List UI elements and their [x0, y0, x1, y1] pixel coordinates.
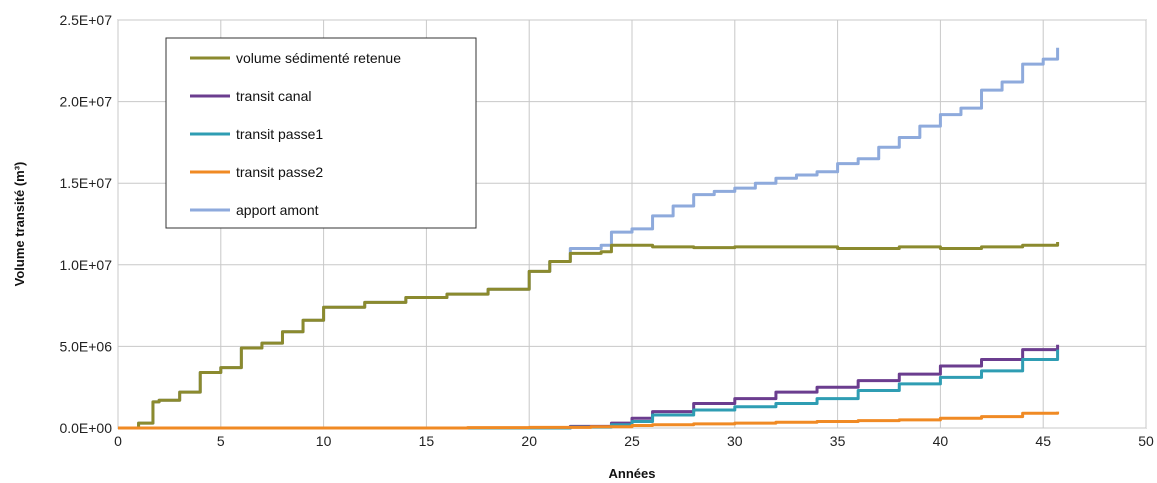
y-tick-label: 0.0E+00 — [59, 420, 112, 436]
y-tick-label: 2.5E+07 — [59, 12, 112, 28]
y-tick-label: 2.0E+07 — [59, 94, 112, 110]
x-tick-label: 0 — [114, 433, 122, 449]
legend-label: transit passe1 — [236, 126, 323, 142]
series-line-2 — [118, 349, 1060, 430]
x-tick-label: 10 — [316, 433, 332, 449]
x-tick-label: 50 — [1138, 433, 1154, 449]
x-tick-label: 35 — [830, 433, 846, 449]
y-tick-labels: 0.0E+00 5.0E+06 1.0E+07 1.5E+07 2.0E+07 2.5E+… — [59, 12, 112, 436]
y-tick-label: 5.0E+06 — [59, 338, 112, 354]
x-tick-label: 5 — [217, 433, 225, 449]
x-axis-title: Années — [609, 466, 656, 481]
legend-label: transit canal — [236, 88, 311, 104]
series-line-3 — [118, 411, 1060, 430]
x-tick-label: 40 — [933, 433, 949, 449]
y-tick-label: 1.5E+07 — [59, 175, 112, 191]
x-tick-label: 45 — [1035, 433, 1051, 449]
x-tick-label: 20 — [521, 433, 537, 449]
x-tick-label: 25 — [624, 433, 640, 449]
legend-label: apport amont — [236, 202, 319, 218]
series-layer — [118, 47, 1060, 430]
legend: volume sédimenté retenue transit canal tra… — [165, 37, 477, 229]
x-tick-labels: 0 5 10 15 20 25 30 35 40 45 50 — [114, 433, 1154, 449]
series-line-0 — [132, 241, 1060, 430]
gridlines — [117, 19, 1147, 429]
y-tick-label: 1.0E+07 — [59, 257, 112, 273]
x-tick-label: 30 — [727, 433, 743, 449]
legend-label: transit passe2 — [236, 164, 323, 180]
legend-label: volume sédimenté retenue — [236, 50, 401, 66]
y-axis-title: Volume transité (m³) — [12, 162, 27, 287]
x-tick-label: 15 — [419, 433, 435, 449]
